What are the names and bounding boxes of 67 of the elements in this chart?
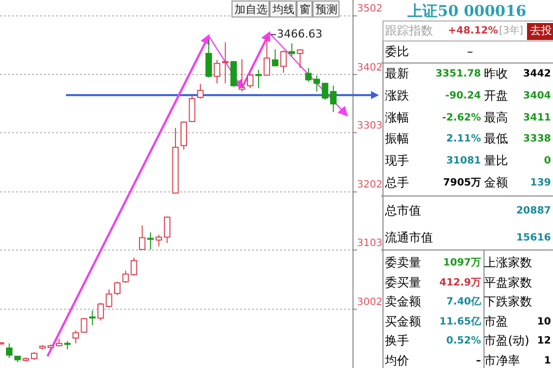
text: – — [476, 356, 481, 367]
text: 流通市值 — [385, 230, 433, 244]
text: 2.11% — [446, 134, 481, 145]
text: 平盘家数 — [484, 275, 532, 290]
text: 昨收 — [484, 66, 508, 80]
text: 开盘 — [484, 88, 508, 102]
y-tick-label: 3502 — [357, 4, 382, 15]
text: -90.24 — [445, 90, 482, 102]
text: 412.9万 — [439, 278, 481, 289]
text: 3351.78 — [435, 68, 482, 80]
text: 上涨家数 — [484, 255, 532, 270]
text: 委买量 — [385, 275, 421, 290]
text: 7.40亿 — [446, 296, 482, 308]
y-tick-label: 3402 — [357, 62, 382, 74]
annotation: 预测 — [316, 3, 338, 16]
text: 去投 — [530, 24, 552, 38]
annotation: 加自选 — [234, 3, 268, 16]
text: 139 — [530, 178, 552, 189]
text: 10 — [537, 316, 552, 328]
annotation: 3466.63 — [276, 28, 322, 41]
text: 31081 — [446, 156, 482, 167]
text: 12 — [537, 336, 552, 347]
annotation: 均线 — [272, 3, 294, 16]
text: 量比 — [484, 153, 508, 168]
text: 涨幅 — [385, 110, 409, 124]
text: 总市值 — [384, 203, 421, 218]
text: 委比 — [385, 44, 409, 58]
text: 7905万 — [443, 178, 481, 189]
text: 最新 — [385, 66, 409, 80]
text: +48.12% — [448, 26, 498, 37]
text: 跟踪指数 — [385, 23, 433, 38]
text: -2.62% — [442, 112, 481, 124]
y-tick-label: 3303 — [357, 120, 382, 132]
text: 振幅 — [385, 131, 409, 146]
text: 最低 — [484, 131, 508, 146]
text: 1097万 — [443, 258, 481, 269]
text: 3404 — [523, 90, 552, 102]
text: 最高 — [484, 110, 508, 124]
text: 金额 — [484, 175, 508, 190]
y-tick-label: 3103 — [357, 238, 382, 249]
text: 3411 — [523, 112, 552, 124]
text: 现手 — [385, 153, 409, 168]
annotation: 窗 — [300, 3, 310, 16]
text: 委卖量 — [385, 255, 421, 270]
text: 下跌家数 — [484, 294, 532, 308]
text: – — [467, 44, 473, 58]
text: 15616 — [516, 232, 552, 244]
text: 卖金额 — [385, 294, 421, 308]
y-tick-label: 3202 — [357, 180, 382, 191]
text: 市净率 — [484, 353, 520, 368]
text: 0.52% — [446, 336, 481, 347]
text: 市盈 — [484, 314, 508, 328]
text: 11.65亿 — [439, 316, 482, 328]
text: 均价 — [384, 353, 409, 368]
text: 3338 — [523, 134, 552, 145]
text: 买金额 — [385, 314, 421, 328]
text: 3442 — [523, 68, 552, 80]
text: 1 — [544, 356, 552, 367]
text: 上证50 000016 — [406, 2, 526, 20]
text: 换手 — [385, 333, 409, 348]
text: 涨跌 — [385, 88, 409, 102]
text: 市盈(动) — [484, 333, 530, 348]
text: 0 — [544, 156, 552, 167]
text: 总手 — [384, 175, 409, 190]
text: [3年] — [499, 24, 524, 37]
text: 20887 — [516, 206, 552, 217]
y-tick-label: 3002 — [357, 297, 382, 308]
